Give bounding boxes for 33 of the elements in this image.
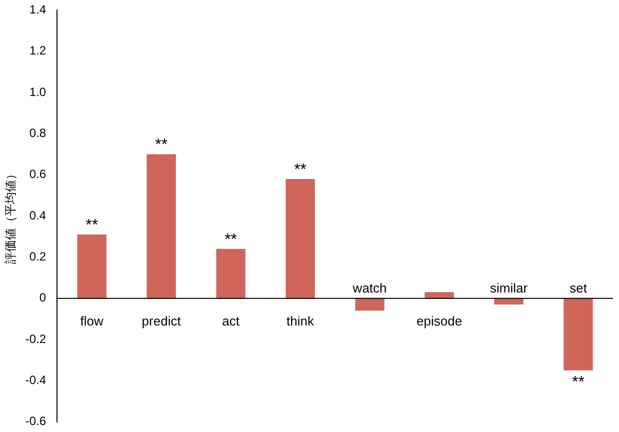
bar bbox=[564, 298, 593, 370]
bar bbox=[216, 248, 246, 298]
x-tick-label: predict bbox=[142, 313, 182, 328]
y-axis-title: 評価値（平均値） bbox=[4, 168, 18, 264]
x-tick-label: set bbox=[570, 280, 588, 296]
x-tick-label: flow bbox=[80, 313, 104, 328]
y-tick-label: 0.8 bbox=[29, 126, 46, 140]
annotation: ** bbox=[155, 136, 168, 154]
y-tick-label: 1.0 bbox=[29, 84, 46, 99]
bar bbox=[146, 154, 176, 298]
bar bbox=[355, 298, 384, 311]
annotation: ** bbox=[224, 231, 238, 248]
x-tick-label: think bbox=[286, 313, 315, 328]
bar bbox=[424, 292, 454, 298]
y-tick-label: 0.6 bbox=[29, 167, 46, 182]
x-tick-label: watch bbox=[352, 280, 387, 296]
bar bbox=[286, 178, 315, 298]
bar bbox=[77, 234, 106, 298]
x-tick-label: act bbox=[222, 313, 240, 328]
x-tick-label: similar bbox=[490, 280, 528, 296]
annotation: ** bbox=[86, 216, 98, 234]
y-tick-label: -0.6 bbox=[25, 414, 46, 428]
y-tick-label: 0.2 bbox=[29, 249, 46, 264]
y-tick-label: 1.2 bbox=[29, 44, 46, 58]
x-tick-label: episode bbox=[416, 313, 462, 328]
annotation: ** bbox=[572, 374, 584, 391]
y-tick-label: 0 bbox=[39, 290, 46, 305]
bar bbox=[494, 298, 524, 304]
y-tick-label: -0.4 bbox=[25, 372, 46, 387]
y-tick-label: 1.4 bbox=[29, 2, 46, 17]
annotation: ** bbox=[294, 161, 307, 178]
y-tick-label: 0.4 bbox=[29, 208, 46, 222]
y-tick-label: -0.2 bbox=[25, 332, 46, 346]
